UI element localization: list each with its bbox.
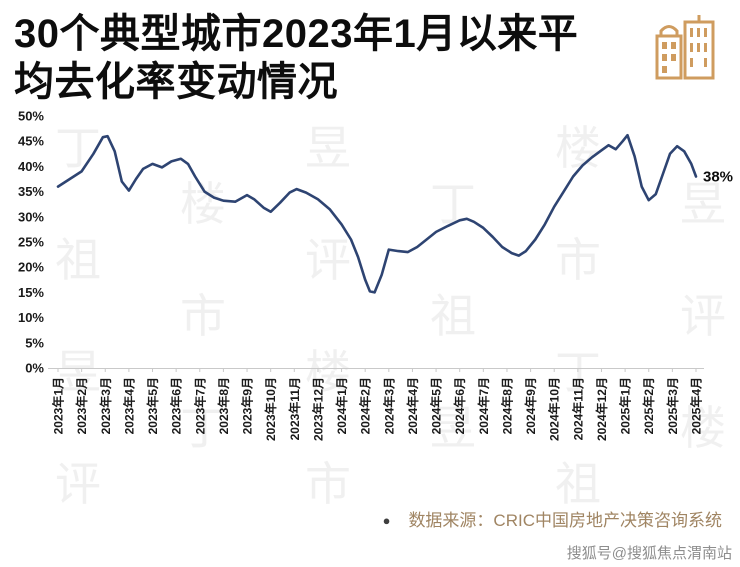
title-line-1: 30个典型城市2023年1月以来平 <box>14 12 579 56</box>
y-tick-label: 5% <box>25 335 44 350</box>
x-tick-label: 2024年3月 <box>381 377 396 434</box>
y-tick-label: 35% <box>18 184 44 199</box>
x-tick-label: 2023年5月 <box>145 377 160 434</box>
y-tick-label: 0% <box>25 361 44 376</box>
x-tick-label: 2024年10月 <box>547 377 562 441</box>
buildings-icon <box>652 12 718 87</box>
x-tick-label: 2025年2月 <box>641 377 656 434</box>
end-value-label: 38% <box>703 168 733 185</box>
x-tick-label: 2024年4月 <box>405 377 420 434</box>
page-title: 30个典型城市2023年1月以来平 均去化率变动情况 <box>14 10 578 106</box>
x-tick-label: 2024年7月 <box>476 377 491 434</box>
title-line-2: 均去化率变动情况 <box>14 60 338 104</box>
x-tick-label: 2024年9月 <box>523 377 538 434</box>
y-tick-label: 45% <box>18 134 44 149</box>
x-tick-label: 2025年3月 <box>665 377 680 434</box>
y-tick-label: 25% <box>18 235 44 250</box>
x-tick-label: 2023年2月 <box>74 377 89 434</box>
header: 30个典型城市2023年1月以来平 均去化率变动情况 <box>0 0 740 104</box>
line-chart: 0% 5% 10% 15% 20% 25% 30% 35% 40% 45% 50% 2023年1月 20… <box>18 109 733 442</box>
y-tick-label: 30% <box>18 209 44 224</box>
x-tick-label: 2024年12月 <box>594 377 609 441</box>
series-line <box>56 133 698 294</box>
x-tick-label: 2023年1月 <box>51 377 66 434</box>
x-tick-label: 2024年2月 <box>358 377 373 434</box>
bullet-icon: ● <box>382 513 391 528</box>
x-tick-label: 2023年10月 <box>263 377 278 441</box>
data-source: ● 数据来源：CRIC中国房地产决策咨询系统 <box>383 506 722 531</box>
x-tick-label: 2023年3月 <box>98 377 113 434</box>
x-tick-label: 2024年5月 <box>429 377 444 434</box>
x-tick-label: 2024年6月 <box>452 377 467 434</box>
y-tick-label: 40% <box>18 159 44 174</box>
x-tick-label: 2025年4月 <box>689 377 704 434</box>
y-tick-label: 50% <box>18 109 44 124</box>
x-tick-label: 2023年6月 <box>169 377 184 434</box>
x-tick-label: 2025年1月 <box>618 377 633 434</box>
x-tick-label: 2023年11月 <box>287 377 302 440</box>
x-tick-label: 2023年7月 <box>192 377 207 434</box>
y-tick-label: 20% <box>18 260 44 275</box>
x-tick-label: 2023年12月 <box>310 377 325 441</box>
credit-watermark: 搜狐号@搜狐焦点渭南站 <box>566 545 732 562</box>
x-tick-label: 2023年4月 <box>121 377 136 434</box>
x-tick-label: 2024年8月 <box>499 377 514 434</box>
source-text: 数据来源：CRIC中国房地产决策咨询系统 <box>408 511 722 530</box>
x-tick-label: 2024年11月 <box>570 377 585 440</box>
x-tick-label: 2023年9月 <box>240 377 255 434</box>
x-tick-label: 2023年8月 <box>216 377 231 434</box>
y-tick-label: 10% <box>18 310 44 325</box>
y-tick-label: 15% <box>18 285 44 300</box>
x-tick-label: 2024年1月 <box>334 377 349 434</box>
